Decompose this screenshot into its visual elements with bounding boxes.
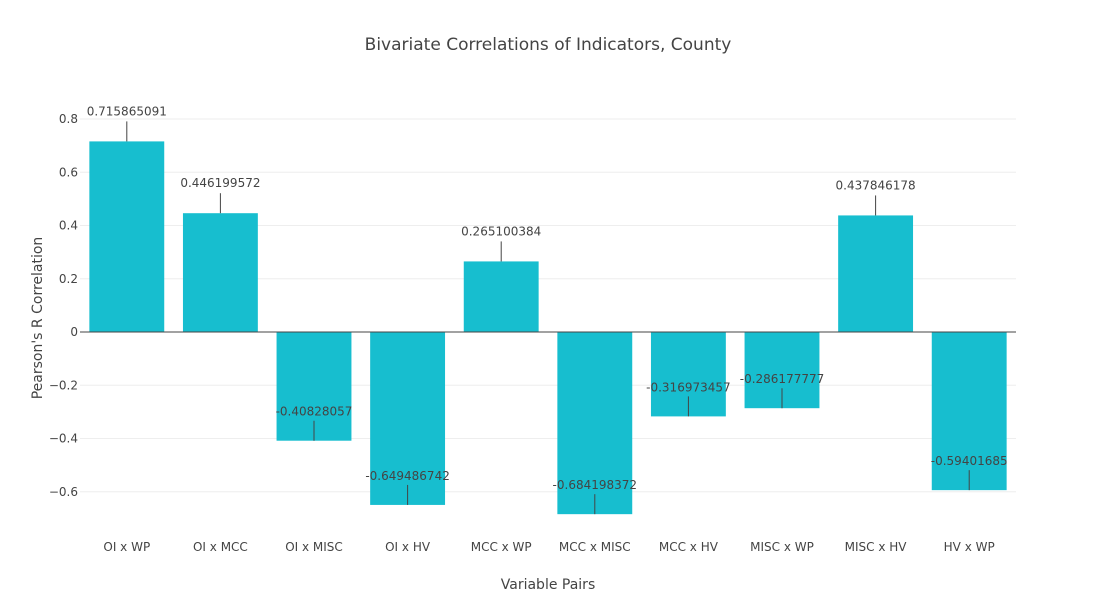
data-label-leaders: [126, 121, 970, 515]
data-label: 0.265100384: [461, 224, 541, 238]
bar: [557, 332, 633, 515]
x-tick-label: MCC x HV: [659, 540, 719, 554]
x-tick-label: HV x WP: [944, 540, 995, 554]
y-tick-label: −0.4: [49, 432, 78, 446]
y-tick-label: 0.4: [59, 219, 78, 233]
chart-title: Bivariate Correlations of Indicators, Co…: [365, 35, 732, 55]
data-label: -0.59401685: [931, 454, 1008, 468]
y-axis-title: Pearson's R Correlation: [30, 237, 46, 400]
y-tick-label: 0.8: [59, 112, 78, 126]
data-label: -0.286177777: [740, 372, 825, 386]
data-label: -0.40828057: [276, 405, 353, 419]
x-tick-label: OI x MISC: [285, 540, 343, 554]
y-tick-label: −0.2: [49, 378, 78, 392]
y-axis-ticks: 0.8 0.6 0.4 0.2 0 −0.2 −0.4 −0.6: [49, 112, 78, 499]
y-tick-label: 0.6: [59, 165, 78, 179]
data-label: -0.649486742: [365, 469, 450, 483]
x-tick-label: OI x MCC: [193, 540, 248, 554]
x-tick-label: MISC x HV: [845, 540, 908, 554]
data-label: -0.316973457: [646, 380, 731, 394]
y-tick-label: 0: [70, 325, 78, 339]
x-tick-label: MCC x MISC: [559, 540, 631, 554]
data-label: 0.715865091: [87, 104, 167, 118]
data-label: 0.446199572: [180, 176, 260, 190]
bar: [370, 332, 446, 505]
x-tick-label: OI x WP: [103, 540, 150, 554]
data-label: 0.437846178: [836, 178, 916, 192]
x-tick-label: OI x HV: [385, 540, 431, 554]
y-tick-label: −0.6: [49, 485, 78, 499]
data-labels: 0.715865091 0.446199572 -0.40828057 -0.6494…: [87, 104, 1008, 492]
bar: [182, 213, 258, 332]
x-tick-label: MCC x WP: [471, 540, 532, 554]
y-tick-label: 0.2: [59, 272, 78, 286]
bar: [838, 215, 914, 332]
bar: [89, 141, 165, 332]
x-axis-title: Variable Pairs: [501, 577, 595, 593]
bars: [89, 141, 1007, 515]
x-tick-label: MISC x WP: [750, 540, 814, 554]
x-axis-ticks: OI x WP OI x MCC OI x MISC OI x HV MCC x WP M…: [103, 540, 994, 554]
bar: [931, 332, 1007, 491]
data-label: -0.684198372: [553, 478, 638, 492]
bar: [463, 261, 539, 332]
